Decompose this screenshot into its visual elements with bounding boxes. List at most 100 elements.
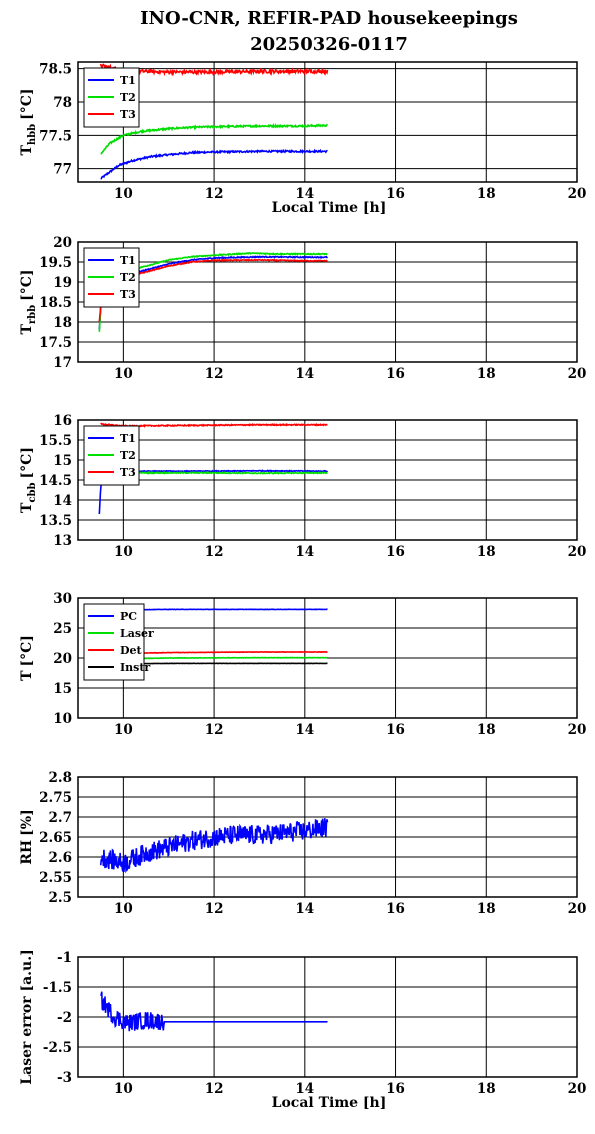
x-tick-label: 16 <box>386 901 405 917</box>
legend-label: T2 <box>120 449 136 462</box>
x-tick-label: 20 <box>568 544 587 560</box>
y-tick-label: 2.75 <box>39 790 72 806</box>
legend-label: T3 <box>120 466 136 479</box>
series-line-series1 <box>99 991 328 1032</box>
x-tick-label: 14 <box>295 901 314 917</box>
y-tick-label: 30 <box>53 591 72 607</box>
x-tick-label: 18 <box>477 901 496 917</box>
series-line-series1 <box>99 818 329 874</box>
y-tick-label: 13 <box>53 533 72 549</box>
y-tick-label: 20 <box>53 651 72 667</box>
legend-label: T1 <box>120 432 136 445</box>
y-tick-label: -2 <box>57 1010 72 1026</box>
y-tick-label: 78 <box>53 95 72 111</box>
plot-frame <box>77 61 578 183</box>
y-tick-label: 10 <box>53 711 72 727</box>
x-tick-label: 12 <box>205 186 224 202</box>
x-tick-label: 20 <box>568 1081 587 1097</box>
legend-label: T2 <box>120 91 136 104</box>
legend-label: PC <box>120 610 137 623</box>
chart-panel-3: 10 12 14 16 18 20 13 13.5 14 14.5 15 15.5 16 Tcbb[°C]… <box>19 413 586 560</box>
legend-label: T3 <box>120 288 136 301</box>
x-tick-label: 16 <box>386 366 405 382</box>
y-tick-label: -1.5 <box>43 980 72 996</box>
series-line-t2 <box>100 123 328 155</box>
legend-label: T2 <box>120 271 136 284</box>
chart-panel-5: 10 12 14 16 18 20 2.5 2.55 2.6 2.65 2.7 2.75 2.8 RH[%… <box>19 770 586 917</box>
y-tick-label: 17 <box>53 355 72 371</box>
y-axis-label: Laser error [a.u.] <box>19 949 35 1084</box>
y-tick-label: -2.5 <box>43 1040 72 1056</box>
x-tick-label: 18 <box>477 366 496 382</box>
y-tick-label: 14.5 <box>39 473 72 489</box>
x-tick-label: 12 <box>205 722 224 738</box>
x-axis-label: Local Time [h] <box>272 1095 387 1111</box>
x-tick-label: 12 <box>205 901 224 917</box>
x-tick-label: 16 <box>386 544 405 560</box>
legend-label: T1 <box>120 254 136 267</box>
y-tick-label: 15 <box>53 453 72 469</box>
y-axis-label: Tcbb[°C] <box>19 447 38 513</box>
x-tick-label: 18 <box>477 186 496 202</box>
y-tick-label: 2.5 <box>49 890 73 906</box>
x-tick-label: 20 <box>568 366 587 382</box>
chart-panel-2: 10 12 14 16 18 20 17 17.5 18 18.5 19 19.5 20 Trbb[°C]… <box>19 235 586 382</box>
x-tick-label: 20 <box>568 901 587 917</box>
plot-frame <box>77 776 578 898</box>
y-axis-label: RH[%] <box>19 809 35 864</box>
x-tick-label: 18 <box>477 544 496 560</box>
y-axis-label: Thbb[°C] <box>19 88 38 155</box>
y-tick-label: 18.5 <box>39 295 72 311</box>
legend-label: Laser <box>120 627 154 640</box>
x-tick-label: 18 <box>477 722 496 738</box>
y-tick-label: 78.5 <box>39 62 72 78</box>
y-tick-label: 17.5 <box>39 335 72 351</box>
figure-subtitle: 20250326-0117 <box>250 34 408 55</box>
x-tick-label: 16 <box>386 1081 405 1097</box>
x-tick-label: 12 <box>205 366 224 382</box>
y-tick-label: 18 <box>53 315 72 331</box>
y-tick-label: 2.6 <box>49 850 73 866</box>
figure-title: INO-CNR, REFIR-PAD housekeepings <box>140 8 518 29</box>
y-tick-label: 15.5 <box>39 433 72 449</box>
y-tick-label: 20 <box>53 235 72 251</box>
x-tick-label: 14 <box>295 722 314 738</box>
chart-panel-4: 10 12 14 16 18 20 10 15 20 25 30 T[°C] PC Laser Det Ins… <box>19 591 586 738</box>
x-tick-label: 12 <box>205 544 224 560</box>
chart-panel-1: 10 12 14 16 18 20 77 77.5 78 78.5 Local Time [h] Th… <box>19 61 587 216</box>
y-tick-label: 15 <box>53 681 72 697</box>
x-tick-label: 10 <box>114 186 133 202</box>
x-tick-label: 14 <box>295 1081 314 1097</box>
x-tick-label: 20 <box>568 186 587 202</box>
y-tick-label: 14 <box>53 493 72 509</box>
y-tick-label: 19.5 <box>39 255 72 271</box>
plot-frame <box>77 597 578 719</box>
x-tick-label: 14 <box>295 544 314 560</box>
y-tick-label: 16 <box>53 413 72 429</box>
plot-frame <box>77 241 578 363</box>
plot-frame <box>77 956 578 1078</box>
legend-label: T3 <box>120 108 136 121</box>
series-line-t1 <box>100 148 328 180</box>
y-tick-label: 13.5 <box>39 513 72 529</box>
y-axis-label: T[°C] <box>19 635 35 681</box>
x-tick-label: 10 <box>114 1081 133 1097</box>
legend-label: T1 <box>120 74 136 87</box>
plot-frame <box>77 419 578 541</box>
y-tick-label: 77 <box>53 162 72 178</box>
legend-label: Det <box>120 644 143 657</box>
x-tick-label: 16 <box>386 722 405 738</box>
y-tick-label: 25 <box>53 621 72 637</box>
y-tick-label: -1 <box>57 950 72 966</box>
y-tick-label: 2.65 <box>39 830 72 846</box>
y-tick-label: 2.7 <box>49 810 73 826</box>
x-tick-label: 18 <box>477 1081 496 1097</box>
x-tick-label: 14 <box>295 366 314 382</box>
legend-label: Instr <box>120 661 150 674</box>
x-tick-label: 12 <box>205 1081 224 1097</box>
y-tick-label: -3 <box>57 1070 72 1086</box>
y-tick-label: 2.8 <box>49 770 73 786</box>
y-axis-label: Trbb[°C] <box>19 269 38 334</box>
x-tick-label: 20 <box>568 722 587 738</box>
